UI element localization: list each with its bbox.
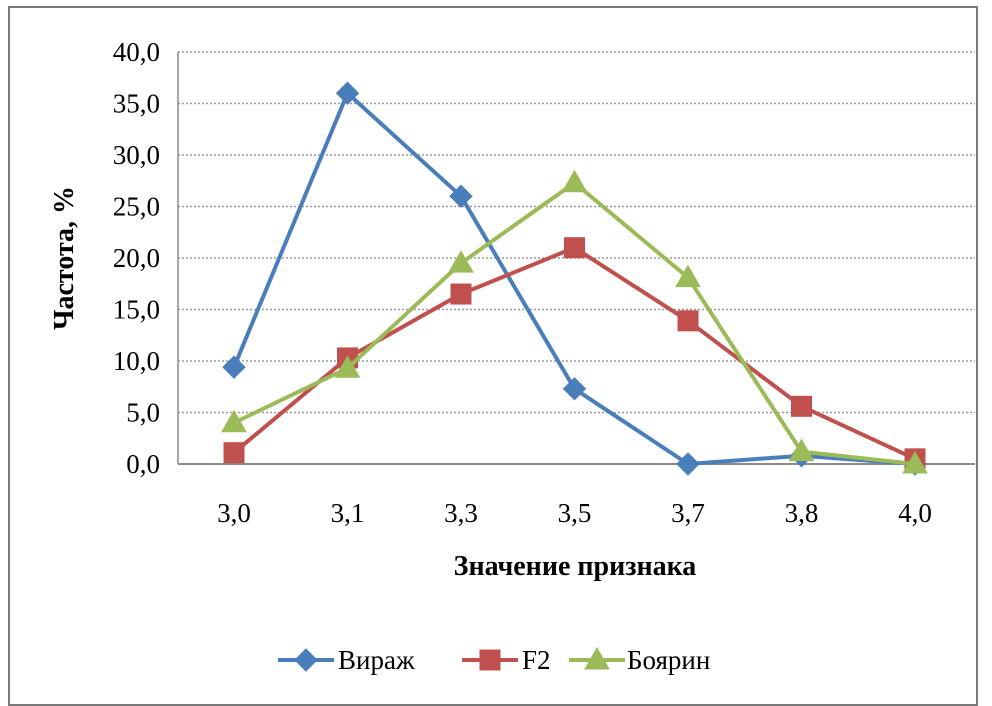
data-point — [335, 81, 360, 105]
series-2 — [221, 169, 928, 474]
y-tick-label: 15,0 — [113, 295, 160, 325]
data-point — [448, 250, 474, 273]
x-tick-label: 3,3 — [444, 498, 478, 528]
legend-marker — [294, 648, 318, 672]
data-point — [449, 184, 473, 208]
y-tick-label: 35,0 — [113, 89, 160, 119]
data-point — [791, 395, 812, 417]
data-point — [676, 452, 700, 476]
y-tick-label: 5,0 — [126, 398, 160, 428]
data-point — [561, 169, 588, 193]
x-tick-label: 3,5 — [558, 498, 592, 528]
x-tick-label: 3,8 — [785, 498, 819, 528]
data-point — [221, 409, 247, 433]
data-point — [564, 237, 585, 259]
y-tick-label: 25,0 — [113, 192, 160, 222]
y-tick-label: 20,0 — [113, 243, 160, 273]
legend-label: Вираж — [338, 645, 415, 675]
data-point — [902, 450, 928, 474]
series-line — [232, 91, 916, 466]
legend: Вираж F2 Боярин — [278, 645, 710, 675]
x-tick-label: 4,0 — [898, 498, 932, 528]
data-point — [788, 438, 815, 462]
x-tick-label: 3,0 — [217, 498, 251, 528]
data-point — [450, 283, 472, 305]
y-tick-label: 0,0 — [126, 449, 160, 479]
series-line — [233, 180, 916, 466]
legend-marker — [584, 646, 610, 670]
x-tick-labels: 3,0 3,1 3,3 3,5 3,7 3,8 4,0 — [217, 498, 932, 528]
data-point — [562, 377, 587, 401]
y-tick-label: 30,0 — [113, 140, 160, 170]
legend-item: Вираж — [278, 645, 415, 675]
data-point — [677, 310, 699, 332]
legend-item: F2 — [462, 645, 551, 675]
chart-frame — [8, 6, 978, 706]
legend-item: Боярин — [569, 645, 710, 675]
data-point — [675, 264, 701, 288]
x-tick-label: 3,7 — [671, 498, 705, 528]
data-point — [334, 355, 361, 378]
data-point — [223, 442, 245, 464]
y-tick-label: 40,0 — [113, 37, 160, 67]
series-line — [232, 245, 916, 461]
y-tick-label: 10,0 — [113, 346, 160, 376]
y-tick-labels: 0,0 5,0 10,0 15,0 20,0 25,0 30,0 35,0 40,0 — [113, 37, 160, 479]
series-1 — [223, 237, 926, 470]
gridlines — [177, 51, 975, 465]
x-tick-label: 3,1 — [331, 498, 365, 528]
x-axis-title: Значение признака — [454, 551, 697, 582]
series-group — [221, 81, 928, 476]
data-point — [222, 355, 246, 379]
legend-label: Боярин — [627, 645, 710, 675]
legend-label: F2 — [522, 645, 551, 675]
y-axis-title: Частота, % — [49, 186, 80, 330]
legend-marker — [479, 649, 501, 671]
